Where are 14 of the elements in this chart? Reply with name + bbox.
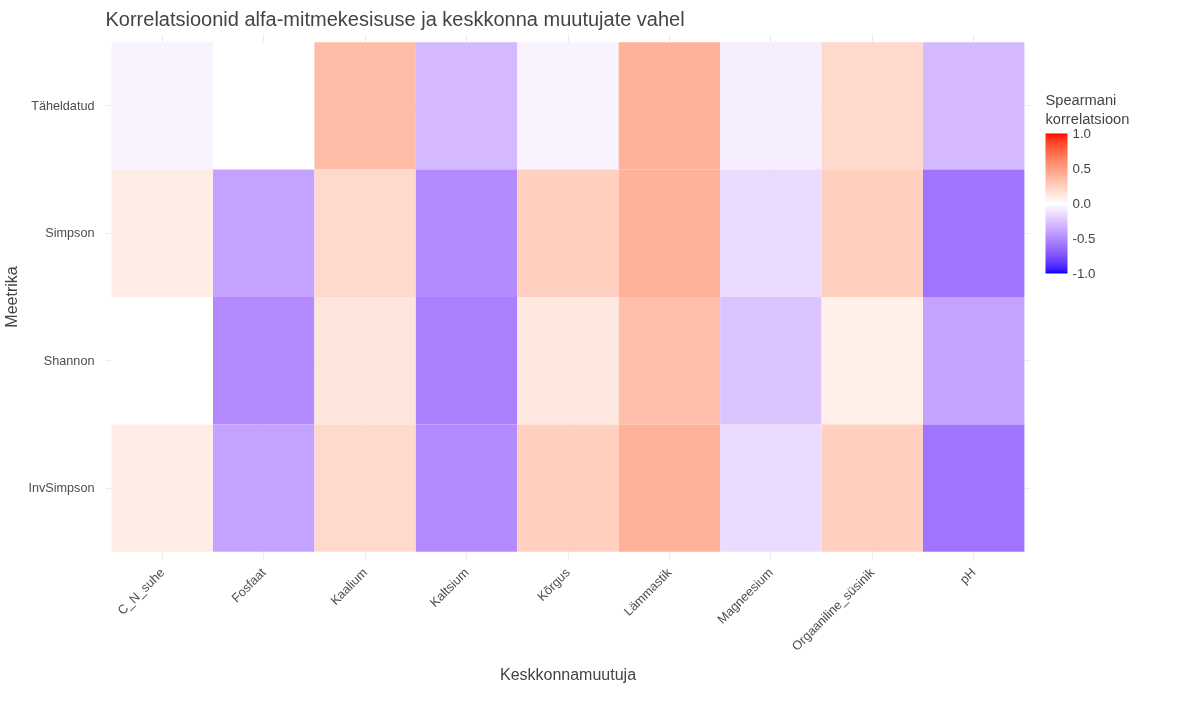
chart-title: Korrelatsioonid alfa-mitmekesisuse ja keskkonna muutujate vahel <box>105 7 685 30</box>
color-bar-label: -1.0 <box>1072 266 1096 281</box>
color-bar-label: 0.5 <box>1072 161 1092 176</box>
y-axis-title: Meetrika <box>3 266 21 328</box>
y-tick-label: Shannon <box>43 353 95 368</box>
color-bar-label: 0.0 <box>1072 196 1092 211</box>
x-tick-label: pH <box>957 565 979 587</box>
y-tick-label: Täheldatud <box>31 98 95 113</box>
x-axis-title: Keskkonnamuutuja <box>499 666 637 684</box>
color-bar-title: Spearmani korrelatsioon <box>1045 92 1130 128</box>
y-tick-label: Simpson <box>45 226 95 241</box>
y-tick-label: InvSimpson <box>28 481 95 496</box>
color-bar-label: 1.0 <box>1072 126 1092 141</box>
color-bar-label: -0.5 <box>1072 231 1096 246</box>
